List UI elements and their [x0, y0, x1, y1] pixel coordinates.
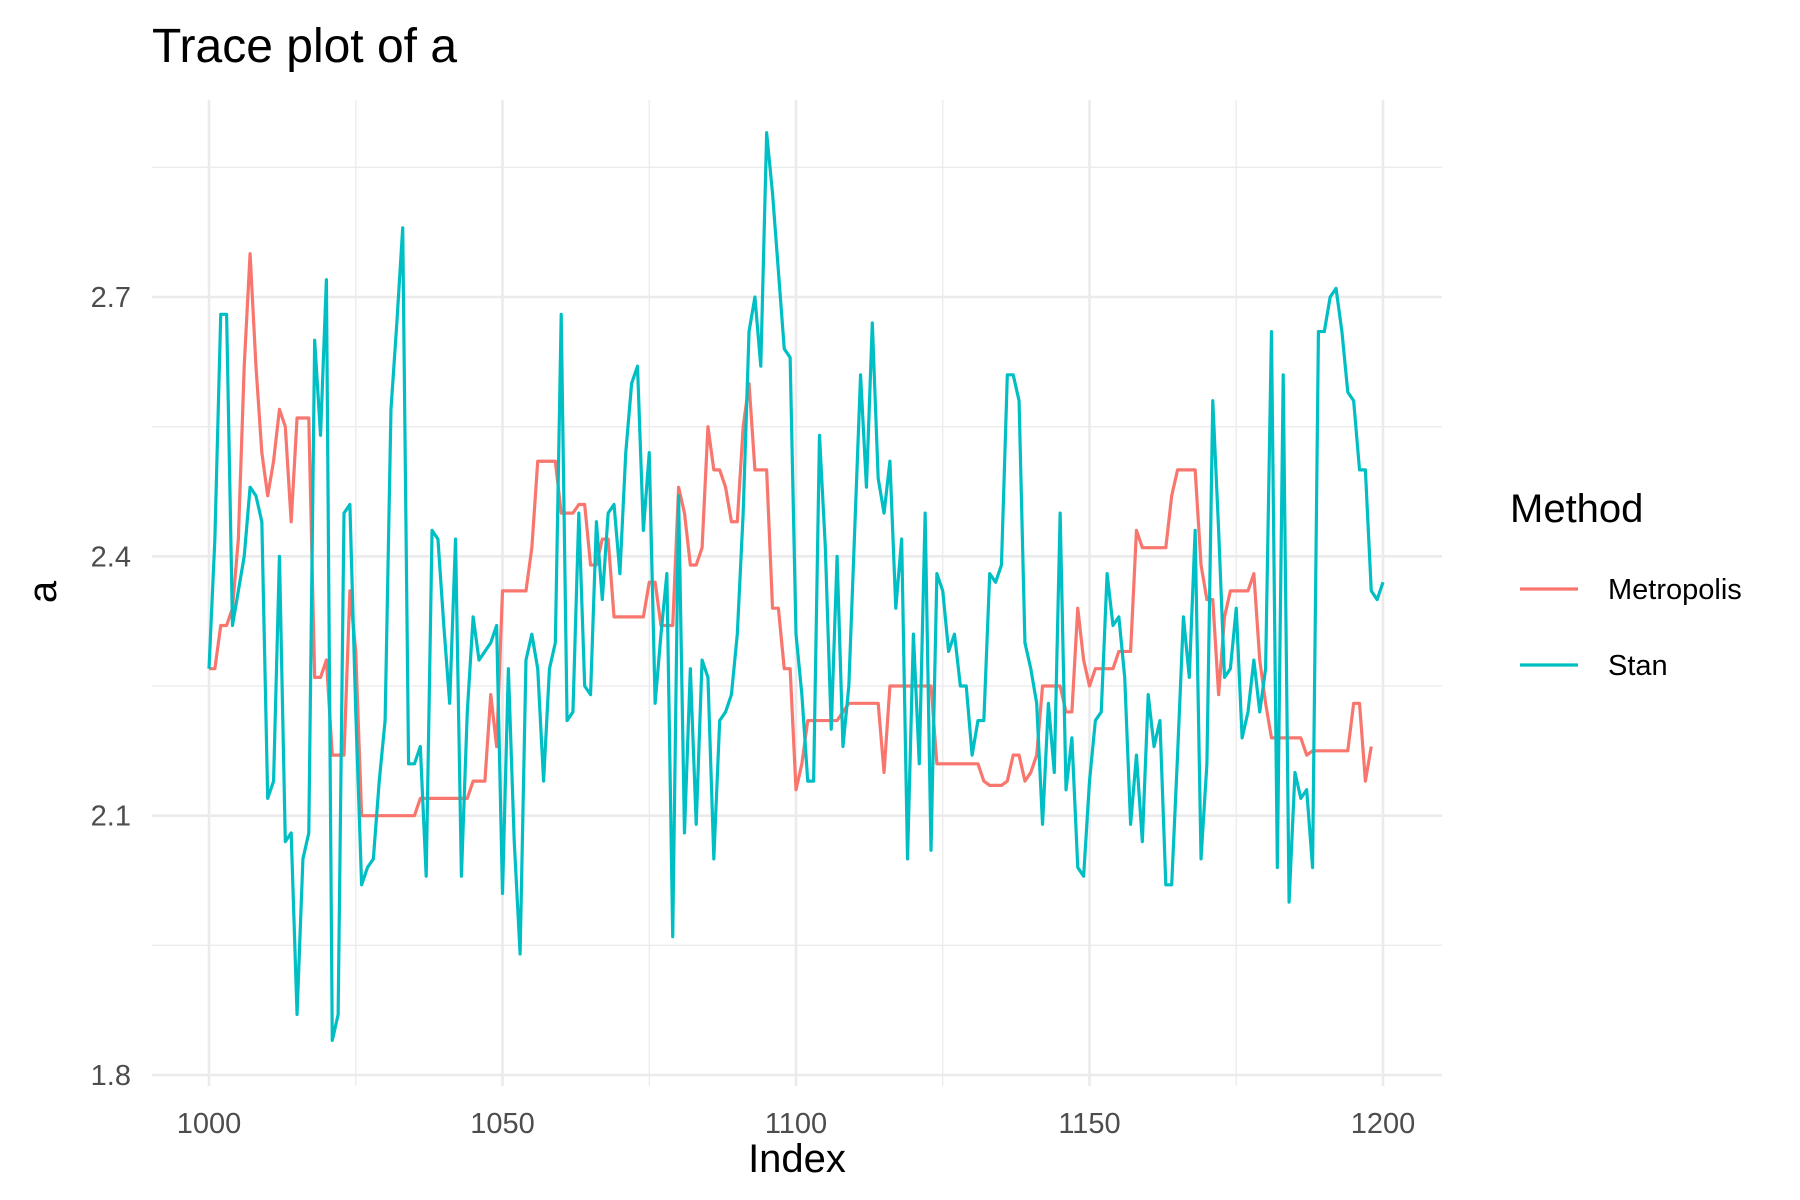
legend-label-stan: Stan [1608, 650, 1668, 682]
legend-title: Method [1510, 487, 1643, 531]
y-tick-label: 2.4 [91, 541, 131, 573]
x-axis-title: Index [748, 1137, 846, 1181]
y-tick-label: 1.8 [91, 1060, 131, 1092]
x-tick-label: 1100 [765, 1108, 827, 1140]
x-tick-label: 1050 [470, 1108, 535, 1140]
x-tick-label: 1000 [177, 1108, 242, 1140]
series-line-stan [207, 131, 1385, 1043]
y-tick-label: 2.1 [91, 801, 131, 833]
legend: Method Metropolis Stan [1510, 487, 1742, 682]
chart-title: Trace plot of a [152, 20, 457, 73]
major-gridlines [152, 100, 1442, 1086]
series-lines [207, 131, 1385, 1043]
legend-label-metropolis: Metropolis [1608, 574, 1742, 606]
y-axis-title: a [21, 580, 65, 603]
legend-item-metropolis: Metropolis [1520, 574, 1742, 606]
x-tick-label: 1150 [1058, 1108, 1120, 1140]
series-line-metropolis [209, 252, 1373, 818]
y-tick-label: 2.7 [91, 282, 131, 314]
x-axis-ticks: 1000 1050 1100 1150 1200 [177, 1108, 1416, 1140]
legend-items: Metropolis Stan [1520, 574, 1742, 682]
y-axis-ticks: 1.8 2.1 2.4 2.7 [91, 282, 131, 1092]
x-tick-label: 1200 [1351, 1108, 1416, 1140]
legend-item-stan: Stan [1520, 650, 1668, 682]
